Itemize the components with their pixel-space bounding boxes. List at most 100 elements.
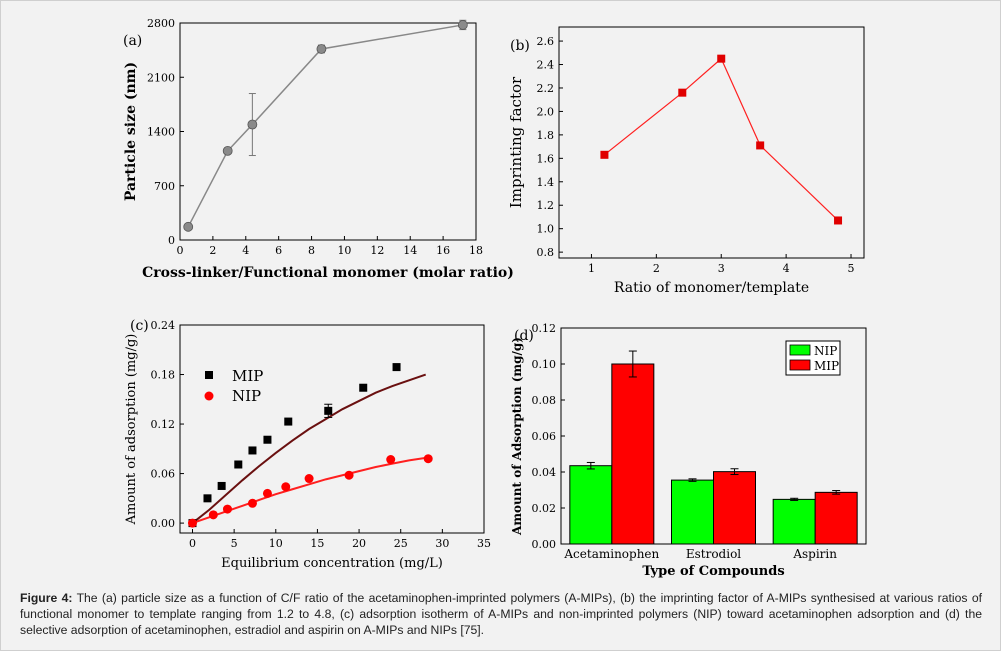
legend-mip-marker bbox=[205, 371, 213, 379]
x-tick-label: 4 bbox=[783, 262, 790, 275]
x-tick-label: 5 bbox=[231, 537, 238, 550]
y-tick-label: 2.4 bbox=[537, 59, 555, 72]
panel-b-chart: (b) 1 2 3 4 5 0.8 1.0 1.2 1.4 1.6 1.8 2.0 2.2 2.4 2.6 Ra… bbox=[507, 26, 865, 296]
panel-label: (a) bbox=[123, 33, 142, 49]
x-tick-label: 5 bbox=[848, 262, 855, 275]
legend-nip-marker bbox=[204, 391, 214, 401]
nip-point bbox=[187, 518, 197, 528]
caption-label: Figure 4: bbox=[20, 591, 73, 605]
x-tick-label: Aspirin bbox=[792, 547, 837, 561]
y-axis-label: Imprinting factor bbox=[507, 76, 525, 208]
x-tick-label: 12 bbox=[370, 244, 384, 257]
legend-mip-label: MIP bbox=[232, 367, 263, 385]
mip-point bbox=[392, 363, 401, 372]
data-point bbox=[222, 145, 233, 156]
y-tick-label: 0 bbox=[168, 234, 175, 247]
plot-frame bbox=[558, 26, 865, 259]
bar bbox=[772, 498, 816, 545]
caption-text: The (a) particle size as a function of C… bbox=[20, 591, 982, 637]
x-tick-label: 25 bbox=[394, 537, 408, 550]
x-tick-label: 10 bbox=[269, 537, 283, 550]
bar bbox=[569, 465, 613, 545]
nip-point bbox=[386, 455, 396, 465]
x-tick-label: 14 bbox=[403, 244, 417, 257]
data-point bbox=[756, 141, 765, 150]
x-tick-label: 30 bbox=[435, 537, 449, 550]
nip-point bbox=[281, 482, 291, 492]
series-line bbox=[187, 24, 463, 228]
mip-point bbox=[234, 460, 243, 469]
mip-point bbox=[248, 446, 257, 455]
panel-label: (b) bbox=[510, 38, 530, 54]
series-line bbox=[604, 57, 839, 221]
plot-frame bbox=[179, 324, 485, 534]
y-axis-label: Particle size (nm) bbox=[123, 62, 139, 201]
y-tick-label: 1.4 bbox=[537, 176, 555, 189]
y-tick-label: 2.2 bbox=[537, 82, 555, 95]
y-tick-label: 2.6 bbox=[537, 35, 555, 48]
mip-point bbox=[203, 494, 212, 503]
panel-a-chart: (a) 0 2 4 6 8 10 12 14 16 18 0 700 1400 2100 2800 Cross-… bbox=[123, 17, 514, 281]
panel-d-chart: (d) 0.00 0.02 0.04 0.06 0.08 0.10 0.12 Acetamino… bbox=[510, 322, 867, 579]
data-point bbox=[834, 216, 843, 225]
x-tick-label: 18 bbox=[469, 244, 483, 257]
x-tick-label: 4 bbox=[242, 244, 249, 257]
y-tick-label: 0.12 bbox=[151, 418, 176, 431]
x-tick-label: 6 bbox=[275, 244, 282, 257]
x-tick-label: 2 bbox=[209, 244, 216, 257]
y-tick-label: 1.2 bbox=[537, 199, 555, 212]
mip-point bbox=[284, 417, 293, 426]
mip-point bbox=[263, 435, 272, 444]
y-axis-label: Amount of Adsorption (mg/g) bbox=[510, 337, 524, 536]
legend-label: NIP bbox=[814, 344, 837, 358]
y-tick-label: 0.10 bbox=[532, 358, 557, 371]
figure-caption: Figure 4: The (a) particle size as a fun… bbox=[20, 590, 982, 638]
mip-fit-curve bbox=[191, 373, 427, 524]
y-tick-label: 0.04 bbox=[532, 466, 557, 479]
y-tick-label: 0.00 bbox=[532, 538, 557, 551]
x-tick-label: 0 bbox=[189, 537, 196, 550]
y-tick-label: 2100 bbox=[147, 71, 175, 84]
x-tick-label: 10 bbox=[337, 244, 351, 257]
x-tick-label: 1 bbox=[588, 262, 595, 275]
x-tick-label: 0 bbox=[177, 244, 184, 257]
x-axis-label: Cross-linker/Functional monomer (molar r… bbox=[142, 265, 514, 281]
y-tick-label: 0.06 bbox=[151, 468, 176, 481]
nip-point bbox=[247, 498, 257, 508]
y-tick-label: 1.6 bbox=[537, 152, 555, 165]
bar bbox=[671, 479, 714, 545]
nip-point bbox=[262, 488, 272, 498]
y-axis-label: Amount of adsorption (mg/g) bbox=[124, 334, 139, 526]
mip-point bbox=[359, 383, 368, 392]
x-axis-label: Ratio of monomer/template bbox=[614, 280, 809, 296]
x-tick-label: 15 bbox=[310, 537, 324, 550]
x-axis-label: Type of Compounds bbox=[642, 564, 784, 579]
data-point bbox=[316, 44, 327, 54]
data-point bbox=[457, 20, 468, 30]
panel-label: (c) bbox=[130, 318, 149, 334]
x-tick-label: 3 bbox=[718, 262, 725, 275]
y-tick-label: 0.06 bbox=[532, 430, 557, 443]
data-point bbox=[247, 119, 258, 130]
panel-label: (d) bbox=[514, 328, 534, 344]
y-tick-label: 0.8 bbox=[537, 246, 555, 259]
y-tick-label: 1.0 bbox=[537, 223, 555, 236]
y-tick-label: 0.18 bbox=[151, 369, 176, 382]
x-tick-label: Acetaminophen bbox=[563, 547, 659, 561]
y-tick-label: 0.00 bbox=[151, 517, 176, 530]
nip-point bbox=[423, 454, 433, 464]
x-tick-label: 8 bbox=[308, 244, 315, 257]
legend-swatch bbox=[789, 359, 811, 371]
y-tick-label: 1400 bbox=[147, 126, 175, 139]
x-tick-label: 16 bbox=[436, 244, 450, 257]
data-point bbox=[183, 221, 194, 232]
legend-swatch bbox=[789, 344, 811, 356]
data-point bbox=[600, 150, 609, 159]
plot-frame bbox=[179, 22, 477, 241]
y-tick-label: 0.12 bbox=[532, 322, 557, 335]
x-tick-label: 20 bbox=[352, 537, 366, 550]
x-tick-label: Estrodiol bbox=[686, 547, 741, 561]
panel-c-chart: (c) 0 5 10 15 20 25 30 35 0.00 0.06 0.12 0.18 0.24 Equ… bbox=[124, 318, 491, 571]
y-tick-label: 0.02 bbox=[532, 502, 557, 515]
y-tick-label: 700 bbox=[154, 180, 175, 193]
